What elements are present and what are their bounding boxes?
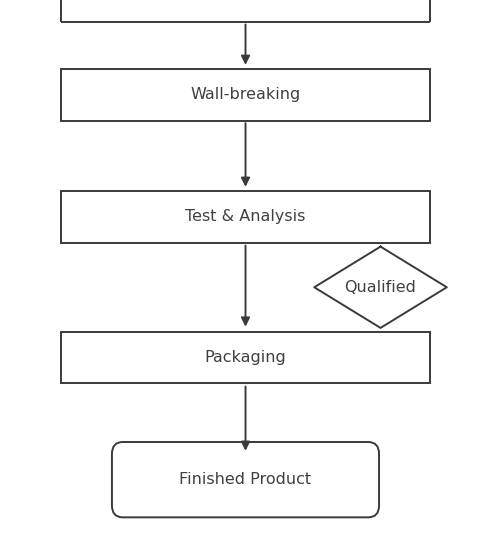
- Polygon shape: [314, 247, 447, 328]
- Text: Test & Analysis: Test & Analysis: [185, 209, 306, 224]
- FancyBboxPatch shape: [61, 332, 430, 384]
- FancyBboxPatch shape: [112, 442, 379, 517]
- FancyBboxPatch shape: [61, 191, 430, 243]
- Text: Qualified: Qualified: [345, 280, 416, 295]
- Text: Wall-breaking: Wall-breaking: [191, 87, 300, 102]
- Text: Finished Product: Finished Product: [179, 472, 312, 487]
- Text: Packaging: Packaging: [205, 350, 286, 365]
- FancyBboxPatch shape: [61, 69, 430, 121]
